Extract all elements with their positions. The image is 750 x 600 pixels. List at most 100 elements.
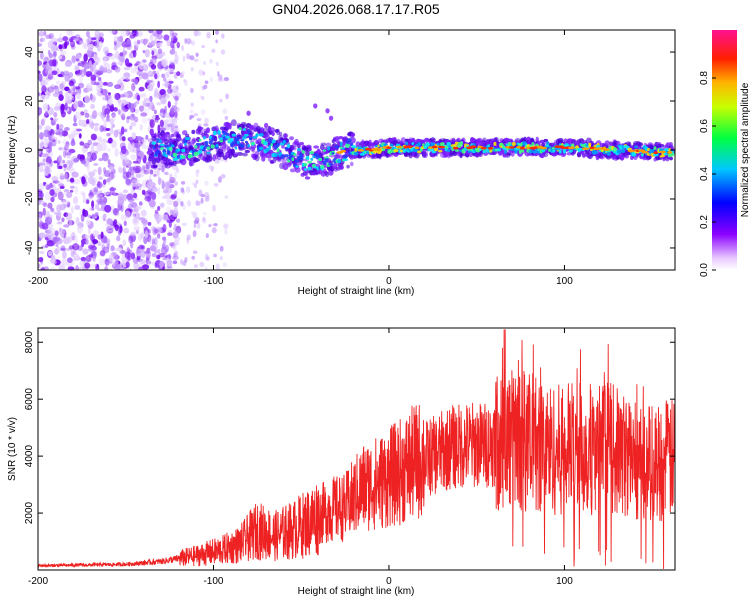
noise-blob [196,117,202,122]
noise-blob [84,62,88,71]
signal-blob [308,147,312,152]
noise-blob [50,43,57,53]
signal-peak [627,149,635,153]
noise-blob [186,200,192,207]
noise-blob [108,172,115,181]
signal-blob [271,139,276,144]
noise-blob [147,229,151,234]
noise-blob [105,127,111,131]
noise-blob [190,211,195,215]
noise-blob [196,169,200,174]
noise-blob [66,152,72,156]
signal-blob [307,166,312,171]
signal-blob [211,136,215,142]
noise-blob [148,187,152,197]
noise-blob [108,98,113,106]
noise-blob [117,61,122,65]
noise-blob [69,220,73,226]
signal-blob [204,144,209,148]
noise-blob [69,177,75,183]
noise-blob [75,58,80,62]
signal-blob [346,164,350,169]
noise-blob [62,250,67,260]
signal-blob [336,153,343,159]
noise-blob [78,133,82,139]
signal-blob [253,122,259,127]
noise-blob [133,207,139,213]
noise-blob [149,95,153,102]
noise-blob [166,39,171,47]
noise-blob [172,260,178,265]
noise-blob [98,32,104,38]
signal-blob [453,143,457,147]
signal-blob [485,145,488,148]
noise-blob [55,80,61,85]
noise-blob [125,77,131,81]
noise-blob [130,154,137,160]
noise-blob [195,199,199,206]
noise-blob [174,101,178,106]
signal-blob [221,134,226,138]
noise-blob [92,123,100,127]
noise-blob [83,158,89,167]
colorbar-label: Normalized spectral amplitude [740,82,750,217]
signal-blob [185,137,190,140]
noise-blob [196,222,201,230]
noise-blob [132,93,137,100]
noise-blob [122,159,126,167]
noise-blob [172,59,179,65]
signal-blob [439,142,445,146]
noise-blob [87,226,91,235]
signal-outlier [328,115,334,121]
signal-blob [208,155,213,162]
noise-blob [59,175,66,180]
noise-blob [106,81,114,88]
signal-blob [330,146,337,151]
noise-blob [208,164,212,170]
noise-blob [124,210,131,217]
signal-blob [658,143,665,148]
noise-blob [47,91,52,97]
signal-blob [283,133,288,140]
noise-blob [53,236,61,242]
noise-blob [174,181,178,186]
noise-blob [47,250,53,257]
noise-blob [133,213,137,217]
noise-blob [152,187,157,192]
noise-blob [45,165,50,175]
noise-blob [122,92,129,98]
noise-blob [114,66,121,73]
noise-blob [68,245,75,250]
signal-blob [350,142,354,147]
noise-blob [171,85,179,94]
signal-blob [208,140,213,145]
noise-blob [58,94,64,102]
noise-blob [140,245,146,250]
noise-blob [58,227,62,233]
noise-blob [87,152,91,159]
noise-blob [39,251,45,254]
noise-blob [42,207,46,216]
signal-blob [217,129,221,135]
x-tick-label: 0 [386,576,392,587]
noise-blob [132,85,136,89]
noise-blob [150,63,157,70]
noise-blob [160,88,167,98]
signal-blob [294,159,300,163]
noise-blob [112,191,116,196]
noise-blob [118,94,126,98]
noise-blob [159,260,165,268]
signal-blob [373,139,380,146]
noise-blob [169,49,176,55]
noise-blob [151,104,155,112]
noise-blob [91,213,96,219]
noise-blob [120,30,127,38]
noise-blob [171,32,178,37]
signal-peak [357,149,365,152]
noise-blob [97,70,104,74]
noise-blob [147,80,151,84]
noise-blob [50,196,55,203]
noise-blob [50,259,57,265]
noise-blob [192,230,197,238]
noise-blob [79,141,85,146]
